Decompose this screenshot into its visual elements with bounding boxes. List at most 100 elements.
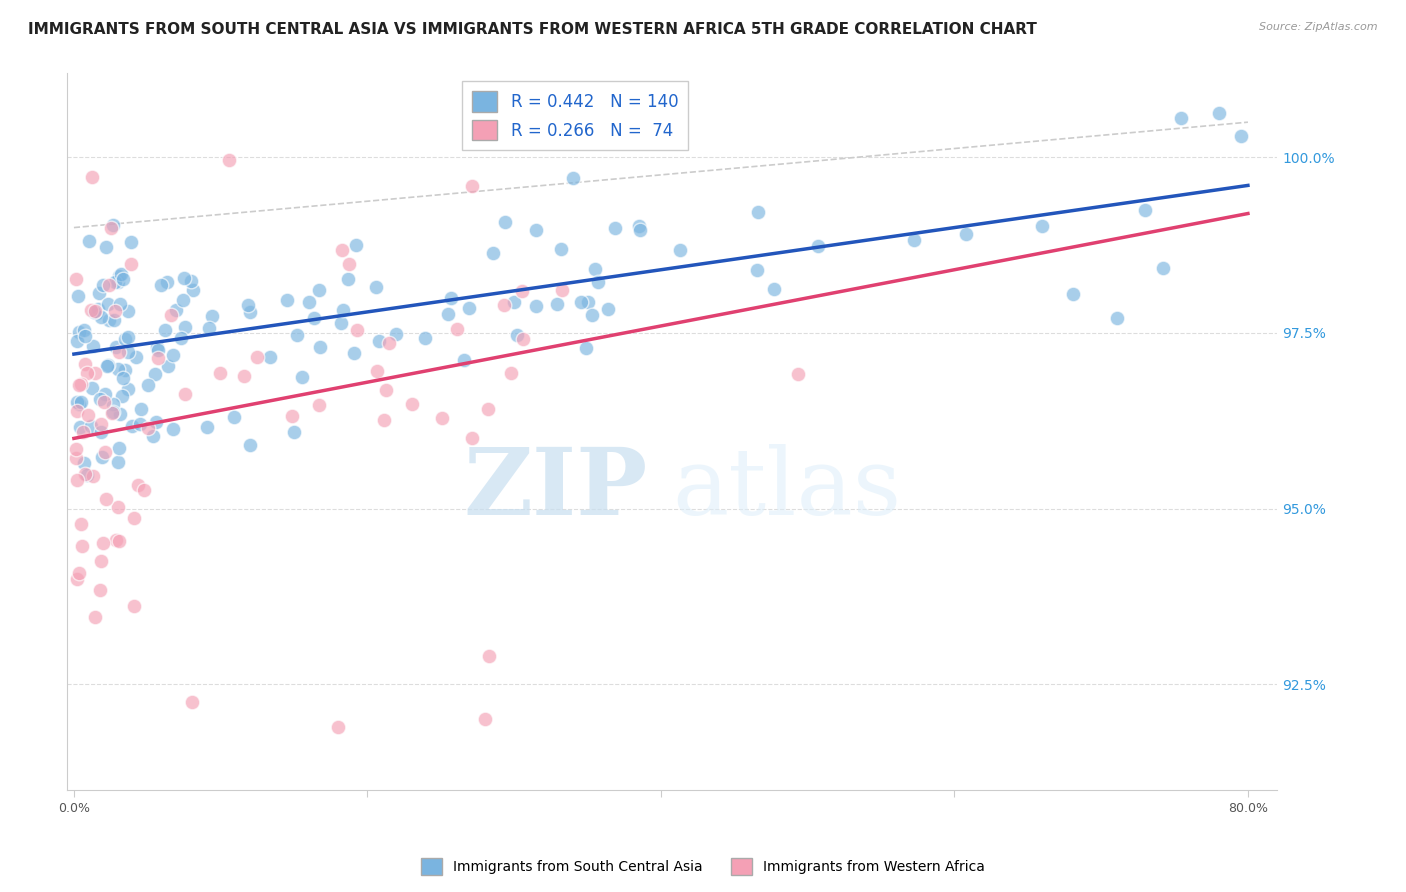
Point (87, 285, 110, 300)
Point (1208, 106, 1230, 120)
Point (76, 366, 98, 380)
Point (96, 359, 118, 373)
Point (481, 246, 503, 260)
Point (76, 409, 98, 423)
Point (546, 296, 568, 310)
Point (66, 572, 89, 586)
Point (1152, 260, 1174, 275)
Point (259, 350, 281, 364)
Point (89, 392, 111, 406)
Text: ZIP: ZIP (464, 443, 648, 533)
Point (1031, 219, 1053, 234)
Point (91, 278, 114, 293)
Point (69, 420, 91, 434)
Point (524, 299, 547, 313)
Point (343, 345, 366, 359)
Point (346, 323, 368, 337)
Point (281, 409, 304, 424)
Point (569, 295, 592, 310)
Point (583, 261, 606, 276)
Point (373, 413, 395, 427)
Point (104, 275, 127, 289)
Point (122, 511, 145, 525)
Point (337, 272, 360, 286)
Point (111, 272, 134, 286)
Point (100, 220, 122, 235)
Point (70, 517, 93, 532)
Point (173, 270, 195, 285)
Point (512, 285, 534, 299)
Point (150, 277, 173, 292)
Point (1105, 310, 1128, 325)
Point (67, 325, 90, 339)
Point (1170, 111, 1192, 125)
Point (330, 243, 353, 257)
Point (430, 410, 453, 425)
Point (222, 410, 245, 425)
Point (457, 301, 479, 315)
Point (807, 239, 830, 253)
Point (239, 438, 262, 452)
Point (90, 417, 112, 432)
Point (89, 554, 111, 568)
Point (73, 329, 96, 343)
Point (66, 289, 89, 303)
Point (97, 278, 120, 293)
Point (308, 340, 330, 354)
Point (172, 293, 194, 308)
Point (384, 327, 406, 342)
Point (103, 313, 125, 327)
Point (446, 322, 468, 336)
Point (460, 179, 482, 194)
Point (86, 306, 108, 320)
Point (586, 275, 609, 289)
Point (67, 397, 90, 411)
Point (239, 305, 262, 319)
Point (108, 533, 131, 548)
Point (94, 387, 117, 401)
Point (120, 257, 142, 271)
Point (308, 398, 330, 412)
Point (128, 417, 150, 431)
Point (218, 153, 240, 167)
Text: Source: ZipAtlas.com: Source: ZipAtlas.com (1260, 22, 1378, 32)
Point (108, 408, 131, 422)
Point (762, 282, 785, 296)
Point (298, 295, 321, 310)
Point (276, 293, 298, 308)
Point (91, 536, 114, 550)
Point (83, 304, 105, 318)
Point (478, 649, 501, 664)
Point (903, 233, 925, 247)
Point (77, 234, 100, 248)
Point (66, 395, 89, 409)
Point (146, 351, 169, 366)
Point (117, 304, 139, 318)
Point (180, 695, 202, 709)
Point (162, 348, 184, 362)
Point (156, 275, 179, 289)
Point (180, 274, 202, 288)
Point (669, 243, 692, 257)
Point (129, 401, 152, 416)
Point (69, 377, 91, 392)
Point (524, 222, 547, 236)
Point (501, 367, 523, 381)
Point (283, 425, 305, 439)
Point (101, 397, 124, 411)
Point (955, 227, 977, 241)
Point (366, 364, 388, 378)
Point (124, 599, 146, 613)
Point (114, 363, 136, 377)
Point (332, 302, 354, 317)
Point (453, 353, 475, 368)
Point (73, 456, 96, 470)
Point (90, 425, 112, 439)
Point (173, 386, 195, 401)
Point (143, 367, 166, 381)
Point (70, 395, 93, 409)
Point (105, 340, 128, 354)
Point (344, 238, 367, 252)
Point (107, 500, 129, 515)
Point (747, 262, 769, 277)
